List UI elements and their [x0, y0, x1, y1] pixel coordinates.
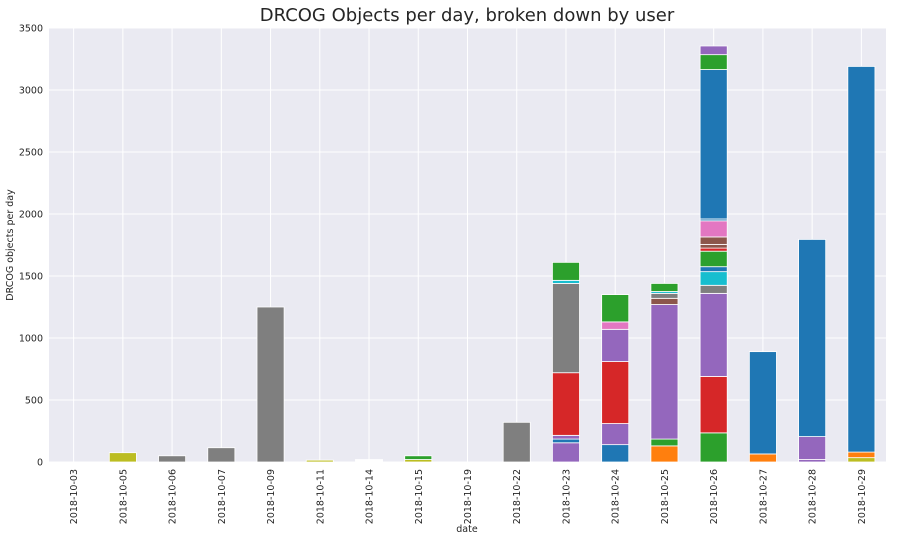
bar-segment — [699, 69, 728, 220]
bar-segment — [601, 321, 630, 330]
y-tick-label: 2000 — [19, 210, 43, 221]
y-tick-label: 3500 — [19, 24, 43, 35]
y-axis-label: DRCOG objects per day — [5, 189, 16, 301]
bar-segment — [552, 283, 580, 374]
bar-segment — [847, 451, 876, 459]
bar-segment — [601, 294, 630, 323]
y-tick-label: 1000 — [19, 334, 43, 345]
x-tick-label: 2018-10-05 — [118, 469, 129, 524]
bar-segment — [847, 457, 876, 463]
x-tick-label: 2018-10-15 — [414, 469, 425, 524]
bar-segment — [699, 284, 728, 294]
bar-segment — [650, 283, 679, 292]
bar-segment — [699, 45, 728, 56]
bar-segment — [699, 271, 728, 286]
bar-segment — [699, 243, 728, 249]
bar-segment — [748, 351, 777, 455]
bar-segment — [650, 438, 679, 447]
bar-segment — [552, 372, 580, 436]
bar-segment — [601, 328, 630, 362]
bar-segment — [552, 279, 580, 284]
bar-segment — [502, 421, 531, 463]
bar-segment — [305, 459, 334, 463]
bar-segment — [601, 444, 630, 463]
x-tick-label: 2018-10-25 — [660, 469, 671, 524]
y-tick-label: 500 — [25, 396, 43, 407]
bar-segment — [404, 455, 433, 460]
y-tick-label: 0 — [37, 458, 43, 469]
bar-segment — [552, 261, 580, 281]
x-tick-label: 2018-10-07 — [217, 469, 228, 524]
y-tick-labels: 0 500 1000 1500 2000 2500 3000 3500 — [19, 24, 43, 469]
bar-segment — [650, 297, 679, 305]
bar-segment — [552, 438, 580, 444]
x-tick-label: 2018-10-28 — [808, 469, 819, 524]
x-tick-label: 2018-10-27 — [758, 469, 769, 524]
x-tick-label: 2018-10-22 — [512, 469, 523, 524]
bar-segment — [699, 247, 728, 252]
bar-segment — [601, 361, 630, 424]
bar-segment — [699, 236, 728, 245]
bar-segment — [650, 304, 679, 440]
bar-segment — [847, 66, 876, 453]
x-tick-label: 2018-10-14 — [365, 469, 376, 524]
chart-title: DRCOG Objects per day, broken down by us… — [260, 5, 675, 26]
bar-segment — [699, 292, 728, 377]
x-tick-labels: 2018-10-03 2018-10-05 2018-10-06 2018-10-07… — [69, 469, 868, 524]
bar-segment — [256, 306, 285, 463]
x-tick-label: 2018-10-06 — [168, 469, 179, 524]
bar-segment — [798, 239, 827, 437]
bar-segment — [699, 432, 728, 463]
x-tick-label: 2018-10-26 — [709, 469, 720, 524]
bar-segment — [699, 54, 728, 70]
bar-segment — [699, 250, 728, 268]
bar-segment — [552, 442, 580, 463]
y-tick-label: 3000 — [19, 86, 43, 97]
x-tick-label: 2018-10-19 — [463, 469, 474, 524]
bar-segment — [601, 423, 630, 446]
y-tick-label: 2500 — [19, 148, 43, 159]
bar-segment — [699, 220, 728, 238]
bar-segment — [552, 434, 580, 440]
bar-segment — [650, 445, 679, 463]
bars — [108, 45, 876, 463]
bar-segment — [108, 452, 137, 463]
bar-segment — [207, 447, 236, 463]
bar-segment — [355, 459, 383, 463]
bar-segment — [699, 376, 728, 434]
x-axis-label: date — [456, 524, 478, 535]
x-tick-label: 2018-10-09 — [266, 469, 277, 524]
x-tick-label: 2018-10-24 — [611, 469, 622, 524]
bar-segment — [798, 436, 827, 460]
bar-segment — [158, 455, 187, 463]
y-tick-label: 1500 — [19, 272, 43, 283]
x-tick-label: 2018-10-23 — [561, 469, 572, 524]
x-tick-label: 2018-10-29 — [857, 469, 868, 524]
bar-segment — [699, 266, 728, 273]
bar-segment — [650, 292, 679, 299]
x-tick-label: 2018-10-03 — [69, 469, 80, 524]
bar-segment — [748, 453, 777, 463]
x-tick-label: 2018-10-11 — [315, 469, 326, 524]
